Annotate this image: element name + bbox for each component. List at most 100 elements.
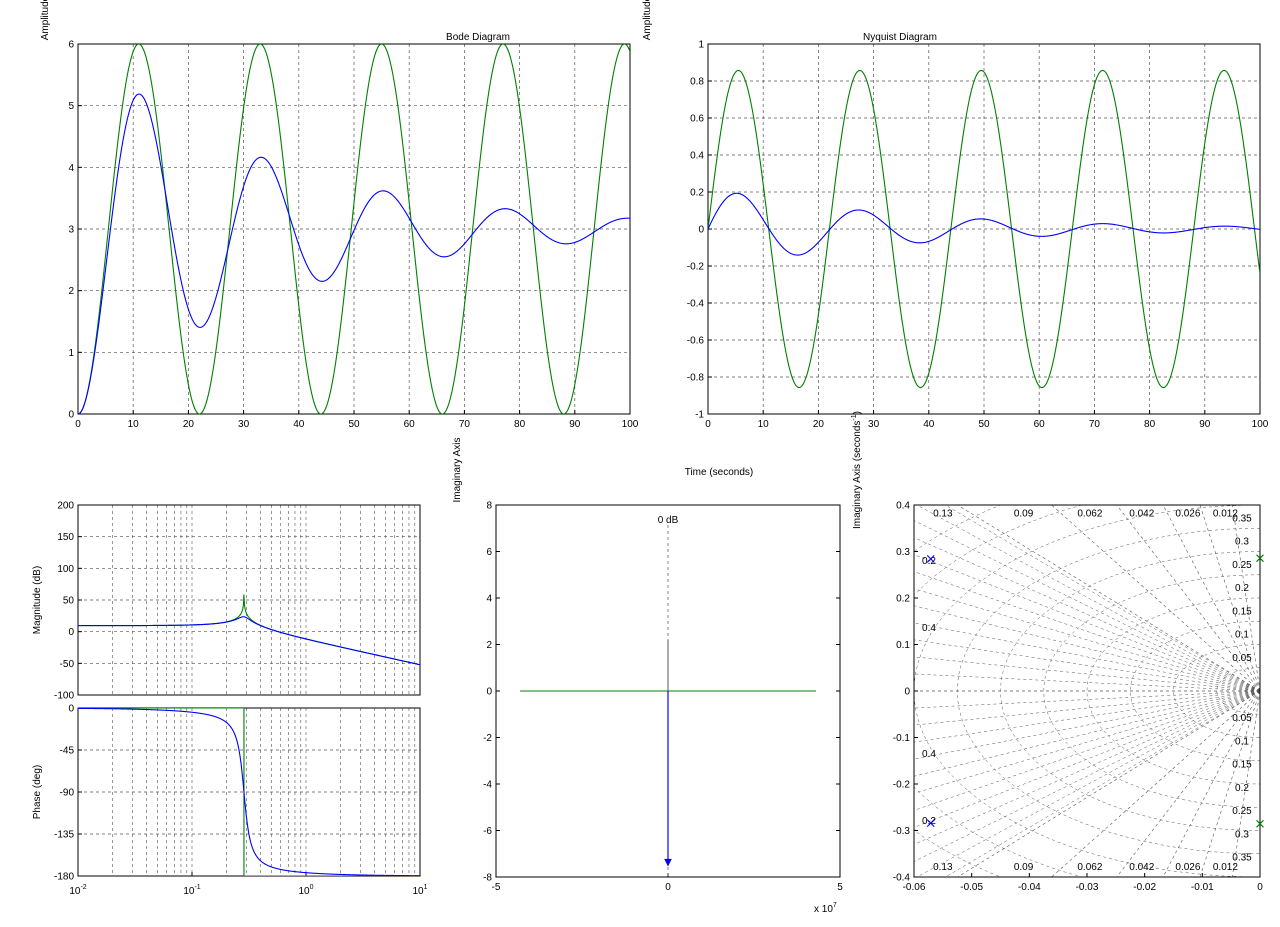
step-ytick-label: 3	[68, 225, 74, 236]
impulse-ytick-label: 1	[698, 40, 704, 51]
nyquist-ytick-label: -6	[483, 826, 492, 837]
pzmap-freq-label-bottom: 0.15	[1232, 760, 1252, 771]
step-xtick-label: 40	[293, 419, 305, 430]
bode-mag-ytick-label: -100	[54, 691, 74, 702]
bode-mag-ytick-label: 200	[57, 501, 74, 512]
nyquist-arrow-marker	[664, 858, 672, 867]
impulse-ytick-label: 0.8	[690, 77, 704, 88]
nyquist-ylabel: Imaginary Axis	[452, 437, 463, 502]
pzmap-damping-line	[1051, 505, 1260, 692]
pzmap-freq-label-top: 0.35	[1232, 513, 1252, 524]
nyquist-xtick-label: -5	[492, 882, 501, 893]
pzmap-damping-label-bottom: 0.062	[1077, 862, 1102, 873]
bode-phase-xtick-label-exp: 0	[310, 884, 314, 891]
pzmap-freq-label-top: 0.2	[1235, 583, 1249, 594]
pzmap-freq-label-top: 0.15	[1232, 606, 1252, 617]
impulse-xtick-label: 20	[813, 419, 825, 430]
impulse-xtick-label: 60	[1034, 419, 1046, 430]
bode-mag-ytick-label: 150	[57, 532, 74, 543]
pzmap-freq-label-top: 0.25	[1232, 560, 1252, 571]
impulse-ytick-label: -1	[695, 410, 704, 421]
impulse-ytick-label: 0.6	[690, 114, 704, 125]
pzmap-freq-label-bottom: 0.35	[1232, 853, 1252, 864]
pzmap-damping-ray	[914, 690, 1260, 845]
step-xtick-label: 90	[569, 419, 581, 430]
bode-phase-xtick-label-exp: -1	[194, 884, 200, 891]
bode-phase-ytick-label: -180	[54, 872, 74, 883]
pzmap-ylabel: Imaginary Axis (seconds-1)	[851, 411, 863, 529]
step-xtick-label: 0	[75, 419, 81, 430]
nyquist-panel: Imaginary Axis 0 dB x 107 -8 -6 -4 -2 0 2 4 6 8 -…	[452, 437, 843, 915]
nyquist-xtick-label: 0	[665, 882, 671, 893]
step-ytick-label: 5	[68, 101, 74, 112]
bode-magnitude-panel: Magnitude (dB) -100 -50 0 50 100 150 200	[32, 501, 421, 702]
nyquist-ytick-label: 0	[486, 687, 492, 698]
step-xtick-label: 60	[404, 419, 416, 430]
pzmap-damping-label-bottom: 0.026	[1175, 862, 1200, 873]
step-title: Bode Diagram	[446, 32, 510, 43]
bode-phase-ytick-label: -135	[54, 830, 74, 841]
x10-exp: 7	[833, 902, 837, 909]
pzmap-damping-line	[1116, 690, 1260, 877]
nyquist-ytick-label: -4	[483, 780, 492, 791]
pzmap-damping-line	[1116, 505, 1260, 692]
pzmap-damping-ray	[914, 690, 1260, 760]
pzmap-damping-label-top: 0.09	[1014, 509, 1034, 520]
bode-mag-ytick-label: 100	[57, 564, 74, 575]
pzmap-ytick-label: 0.3	[896, 547, 910, 558]
pzmap-damping-label-left-top: 0.4	[922, 623, 936, 634]
pzmap-damping-label-top: 0.062	[1077, 509, 1102, 520]
pzmap-damping-ray	[914, 690, 1260, 811]
pzmap-damping-ray	[914, 554, 1260, 692]
pzmap-freq-label-bottom: 0.05	[1232, 713, 1252, 724]
nyquist-ytick-label: 6	[486, 547, 492, 558]
pzmap-damping-label-bottom: 0.09	[1014, 862, 1034, 873]
impulse-ytick-label: 0.2	[690, 188, 704, 199]
bode-mag-series-damped	[78, 616, 420, 666]
bode-phase-series-damped	[78, 708, 420, 876]
pzmap-damping-label-top: 0.026	[1175, 509, 1200, 520]
pzmap-damping-ray	[914, 690, 1260, 794]
pzmap-ytick-label: -0.4	[893, 873, 911, 884]
pzmap-pole-undamped	[1256, 554, 1264, 563]
pzmap-damping-line	[1162, 690, 1260, 877]
pzmap-damping-ray	[914, 690, 1260, 709]
bode-phase-ytick-label: -45	[60, 746, 75, 757]
bode-phase-ytick-label: 0	[68, 704, 74, 715]
pzmap-xtick-label: -0.03	[1076, 882, 1099, 893]
pzmap-freq-label-bottom: 0.1	[1235, 736, 1249, 747]
bode-phase-xtick-label-exp: 1	[424, 884, 428, 891]
pzmap-freq-arc	[1216, 667, 1260, 715]
step-response-panel: Bode Diagram Amplitude 0 10 20 30 40 50 60 70 80…	[40, 0, 639, 430]
pzmap-damping-ray	[914, 571, 1260, 692]
pzmap-damping-ray	[914, 690, 1260, 743]
pzmap-damping-ray	[916, 690, 1260, 877]
step-series-undamped	[78, 44, 630, 414]
pole-zero-map-panel: Imaginary Axis (seconds-1) -0.4 -0.3 -0.2 -…	[851, 411, 1264, 893]
pzmap-freq-arc	[914, 505, 1260, 877]
pzmap-ytick-label: -0.2	[893, 780, 911, 791]
bode-phase-xtick-label-base: 10	[412, 886, 424, 897]
pzmap-ylabel-main: Imaginary Axis (seconds	[852, 421, 863, 529]
impulse-ytick-label: -0.2	[687, 262, 705, 273]
impulse-xtick-label: 0	[705, 419, 711, 430]
impulse-ytick-label: -0.6	[687, 336, 705, 347]
pzmap-damping-ray	[914, 656, 1260, 692]
impulse-xtick-label: 100	[1252, 419, 1269, 430]
bode-phase-xtick-label-base: 10	[69, 886, 81, 897]
nyquist-ytick-label: -2	[483, 733, 492, 744]
pzmap-ytick-label: 0.1	[896, 640, 910, 651]
nyquist-ytick-label: 2	[486, 640, 492, 651]
bode-phase-xtick-label: 101	[412, 884, 427, 897]
pzmap-damping-line	[1162, 505, 1260, 692]
pzmap-xtick-label: -0.06	[903, 882, 926, 893]
pzmap-damping-ray	[944, 505, 1260, 692]
pzmap-xtick-label: -0.02	[1133, 882, 1156, 893]
nyquist-ytick-label: 4	[486, 594, 492, 605]
pzmap-freq-label-bottom: 0.3	[1235, 829, 1249, 840]
pzmap-damping-ray	[914, 588, 1260, 692]
step-xtick-label: 80	[514, 419, 526, 430]
bode-phase-xtick-label-base: 10	[183, 886, 195, 897]
pzmap-freq-arc	[914, 505, 1002, 877]
